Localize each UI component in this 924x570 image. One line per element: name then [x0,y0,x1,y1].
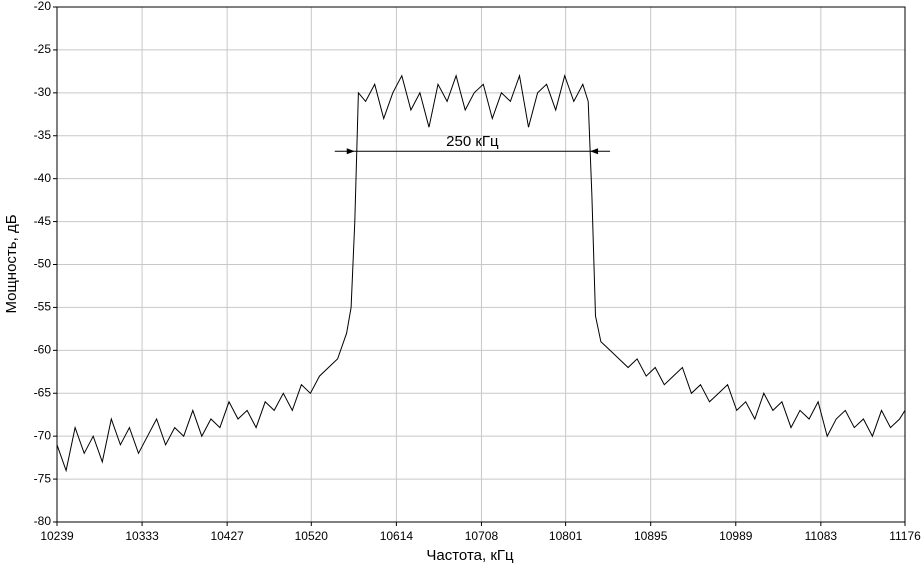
y-tick-label: -65 [34,385,52,399]
x-tick-label: 10520 [295,529,329,543]
x-tick-label: 10895 [634,529,668,543]
y-tick-label: -25 [34,42,52,56]
x-tick-label: 10239 [40,529,74,543]
y-tick-label: -80 [34,514,52,528]
plot-frame [56,6,906,523]
y-axis-title: Мощность, дБ [3,214,20,313]
x-tick-label: 10801 [549,529,583,543]
x-tick-label: 10614 [380,529,414,543]
arrow-head [346,148,355,155]
x-tick-label: 11176 [889,529,921,543]
y-tick-label: -70 [34,428,52,442]
y-tick-label: -45 [34,214,52,228]
y-tick-label: -50 [34,257,52,271]
annotation-label: 250 кГц [446,133,499,150]
arrow-head [590,148,599,155]
x-tick-label: 10989 [719,529,753,543]
x-tick-label: 11083 [805,529,838,543]
y-tick-label: -75 [34,471,52,485]
y-tick-label: -40 [34,171,52,185]
x-axis-title: Частота, кГц [426,547,514,564]
spectrum-line [56,73,906,473]
x-tick-label: 10427 [210,529,244,543]
y-tick-label: -35 [34,128,52,142]
y-tick-label: -55 [34,300,52,314]
x-tick-label: 10333 [125,529,159,543]
y-tick-label: -30 [34,85,52,99]
y-tick-label: -20 [34,0,52,13]
x-tick-label: 10708 [465,529,499,543]
y-tick-label: -60 [34,343,52,357]
